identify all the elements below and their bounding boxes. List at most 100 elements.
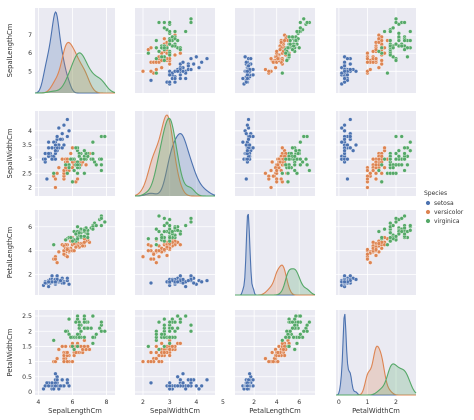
scatter-point-versicolor [65, 254, 70, 259]
scatter-point-virginica [178, 231, 183, 237]
scatter-point-virginica [298, 332, 303, 337]
scatter-point-virginica [99, 320, 104, 325]
scatter-point-virginica [178, 47, 183, 52]
scatter-point-setosa [60, 377, 65, 382]
scatter-point-virginica [399, 162, 404, 167]
scatter-point-setosa [44, 176, 49, 182]
panel-sepalwidthcm-vs-sepalwidthcm [134, 111, 216, 197]
scatter-point-virginica [154, 38, 159, 43]
scatter-point-setosa [172, 80, 178, 85]
scatter-point-virginica [292, 154, 297, 159]
scatter-point-virginica [162, 317, 167, 322]
x-axis-label-petallengthcm: PetalLengthCm [249, 407, 301, 415]
scatter-point-virginica [162, 323, 167, 328]
scatter-point-virginica [376, 49, 381, 54]
panel-sepallengthcm-vs-petallengthcm [235, 8, 315, 93]
scatter-point-setosa [246, 117, 251, 122]
scatter-point-virginica [164, 221, 170, 226]
scatter-point-virginica [288, 329, 293, 334]
scatter-point-setosa [65, 117, 70, 122]
scatter-point-virginica [376, 229, 381, 234]
scatter-point-versicolor [371, 157, 376, 162]
scatter-point-setosa [61, 280, 67, 286]
scatter-point-setosa [191, 280, 196, 286]
scatter-point-virginica [408, 148, 413, 153]
scatter-point-versicolor [376, 65, 381, 70]
scatter-point-versicolor [172, 52, 178, 58]
x-axis-label-sepallengthcm: SepalLengthCm [48, 407, 102, 415]
scatter-point-virginica [146, 51, 151, 56]
x-tick-label: 1 [365, 399, 369, 406]
y-axis-label-sepallengthcm: SepalLengthCm [6, 23, 14, 77]
scatter-point-virginica [399, 216, 404, 221]
scatter-point-versicolor [365, 257, 370, 262]
scatter-point-virginica [78, 157, 84, 162]
scatter-point-setosa [351, 148, 356, 153]
scatter-point-virginica [156, 49, 162, 54]
scatter-point-setosa [180, 60, 186, 65]
scatter-point-versicolor [159, 65, 164, 70]
scatter-point-virginica [393, 151, 399, 156]
scatter-point-versicolor [275, 359, 280, 364]
scatter-point-versicolor [365, 56, 370, 61]
scatter-point-setosa [240, 140, 245, 145]
scatter-point-virginica [156, 320, 162, 325]
scatter-point-virginica [188, 329, 194, 334]
kde-fill-versicolor [336, 346, 416, 395]
scatter-point-virginica [170, 229, 175, 234]
scatter-point-virginica [75, 224, 80, 229]
scatter-point-virginica [72, 347, 77, 352]
scatter-point-setosa [204, 278, 210, 283]
scatter-point-setosa [180, 277, 186, 282]
scatter-point-virginica [78, 329, 84, 334]
scatter-point-setosa [53, 383, 58, 388]
scatter-point-versicolor [382, 145, 387, 150]
scatter-point-setosa [188, 273, 194, 278]
scatter-point-setosa [58, 278, 63, 283]
scatter-point-setosa [183, 76, 188, 81]
scatter-point-versicolor [379, 61, 384, 67]
scatter-point-setosa [345, 142, 350, 148]
scatter-point-versicolor [268, 168, 274, 173]
scatter-point-virginica [290, 320, 295, 325]
panel-petallengthcm-vs-sepallengthcm [35, 210, 115, 295]
x-tick-label: 4 [36, 399, 40, 406]
scatter-point-virginica [170, 326, 175, 331]
scatter-point-setosa [53, 142, 58, 148]
x-tick-label: 3 [168, 399, 172, 406]
scatter-point-versicolor [379, 154, 384, 159]
scatter-point-virginica [146, 344, 151, 349]
scatter-point-virginica [298, 157, 303, 162]
scatter-point-virginica [68, 157, 73, 162]
scatter-point-virginica [388, 157, 393, 162]
scatter-point-virginica [307, 320, 312, 325]
scatter-point-setosa [65, 380, 70, 385]
scatter-point-versicolor [162, 36, 167, 41]
scatter-point-versicolor [156, 359, 162, 364]
scatter-point-virginica [379, 179, 384, 184]
scatter-point-virginica [66, 165, 72, 170]
scatter-point-virginica [402, 38, 407, 43]
y-tick-label: 2 [28, 328, 32, 335]
scatter-point-virginica [396, 154, 401, 159]
scatter-point-virginica [287, 157, 292, 162]
scatter-point-virginica [63, 329, 68, 334]
scatter-point-virginica [90, 341, 95, 346]
scatter-point-versicolor [266, 359, 271, 364]
scatter-point-virginica [167, 341, 172, 346]
scatter-point-setosa [186, 63, 191, 68]
scatter-point-virginica [70, 179, 75, 184]
y-tick-label: 4 [28, 128, 32, 135]
scatter-point-virginica [175, 228, 180, 233]
scatter-point-setosa [46, 151, 51, 156]
scatter-point-setosa [196, 65, 202, 70]
scatter-point-virginica [379, 235, 384, 240]
scatter-point-virginica [393, 42, 399, 47]
scatter-point-virginica [172, 29, 178, 34]
scatter-point-setosa [339, 140, 344, 145]
scatter-point-setosa [46, 383, 51, 388]
scatter-point-virginica [405, 54, 410, 59]
scatter-point-virginica [287, 52, 292, 58]
scatter-point-setosa [148, 280, 154, 286]
scatter-point-setosa [43, 151, 48, 156]
